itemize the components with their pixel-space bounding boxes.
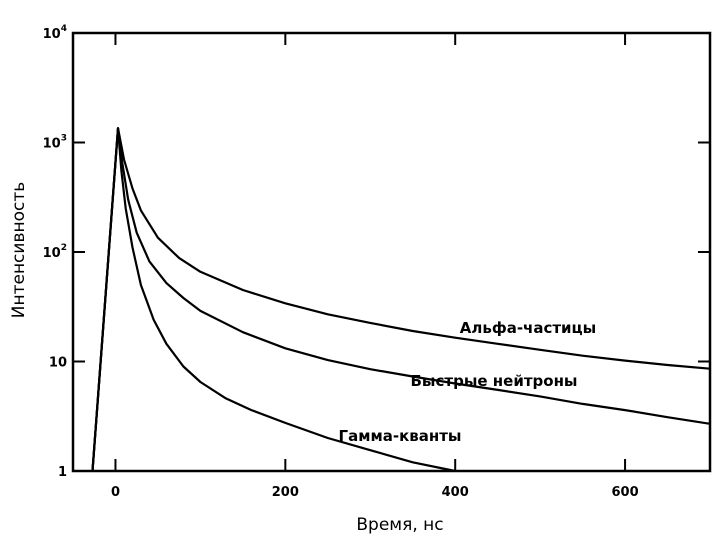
labels: Альфа-частицы Быстрые нейтроны Гамма-квант…	[339, 319, 597, 445]
series-line-3	[91, 127, 456, 473]
series-line-1	[91, 127, 711, 472]
curves	[91, 127, 711, 473]
y-tick-label-exponent: 4	[61, 24, 67, 34]
axes	[71, 31, 712, 473]
series-label-1: Альфа-частицы	[460, 319, 597, 337]
series-line-2	[91, 127, 711, 472]
x-axis-title: Время, нс	[356, 515, 443, 535]
y-tick-label-base: 10	[49, 356, 67, 371]
y-tick-label-exponent: 2	[61, 243, 67, 253]
y-tick-label-base: 10	[43, 246, 61, 261]
y-tick-label: 102	[43, 243, 67, 261]
x-tick-label: 400	[442, 485, 469, 500]
y-axis-title: Интенсивность	[9, 182, 29, 319]
y-tick-label: 10	[49, 356, 67, 371]
x-tick-label: 200	[272, 485, 299, 500]
y-tick-label: 1	[58, 465, 67, 480]
y-tick-label: 104	[43, 24, 67, 42]
y-tick-label: 103	[43, 134, 67, 152]
series-label-3: Гамма-кванты	[339, 427, 462, 445]
y-tick-label-exponent: 3	[61, 134, 67, 144]
x-tick-label: 600	[611, 485, 638, 500]
y-tick-label-base: 1	[58, 465, 67, 480]
y-tick-label-base: 10	[43, 27, 61, 42]
plot-frame	[71, 31, 712, 473]
x-tick-label: 0	[111, 485, 120, 500]
series-label-2: Быстрые нейтроны	[411, 372, 578, 390]
y-tick-label-base: 10	[43, 137, 61, 152]
